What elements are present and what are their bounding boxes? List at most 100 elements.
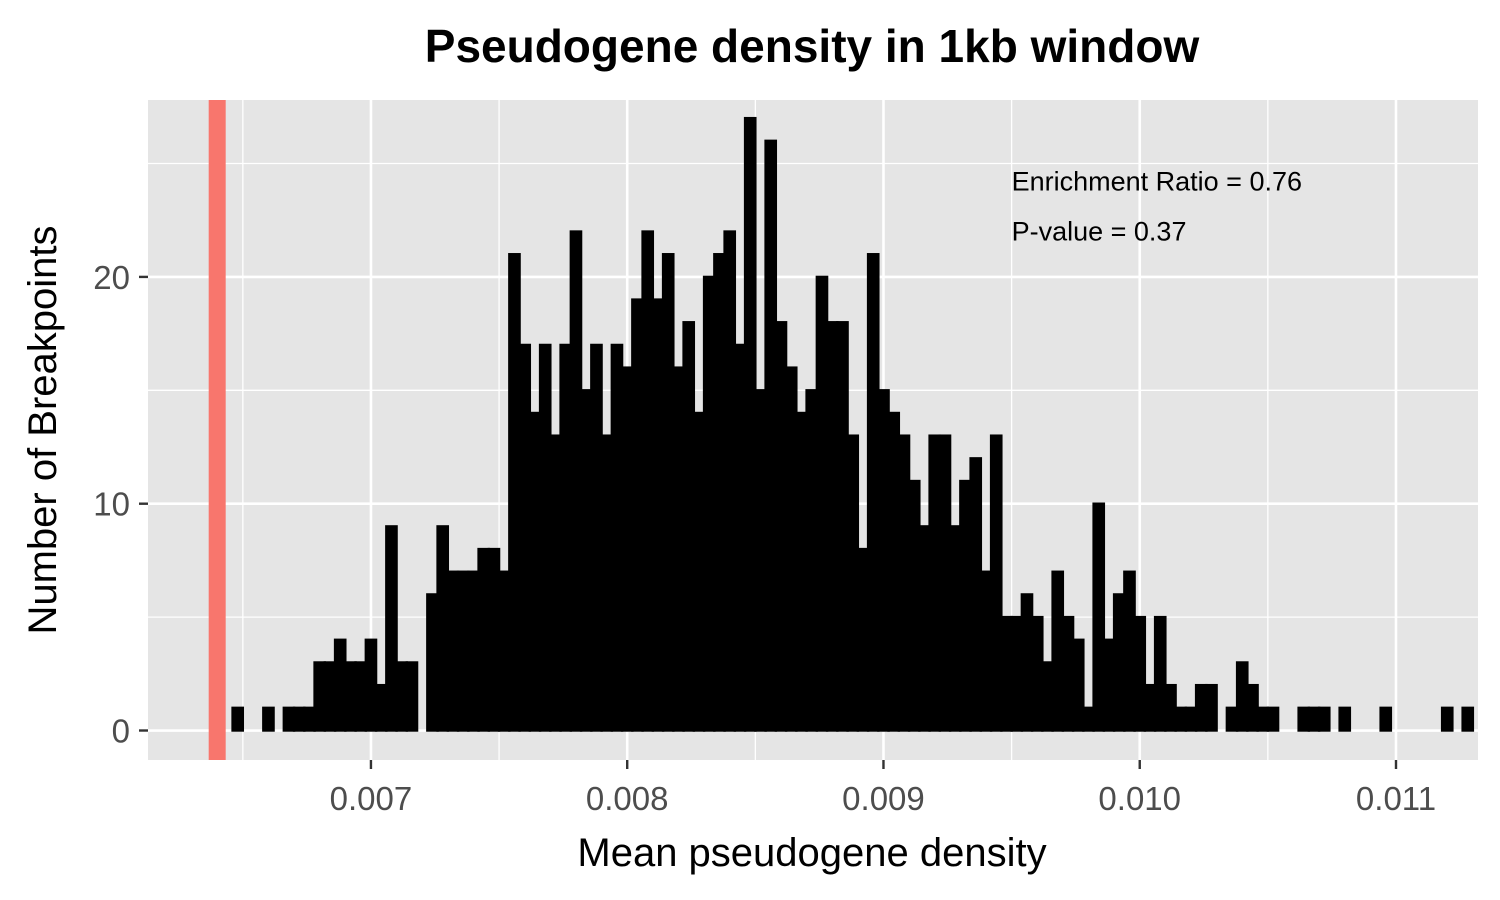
x-tick-label: 0.009 (842, 780, 925, 817)
y-axis-title: Number of Breakpoints (21, 225, 65, 634)
histogram-bar (579, 389, 593, 732)
axis-ticks (139, 275, 1398, 769)
annotation-label: Enrichment Ratio = 0.76 (1012, 167, 1302, 197)
histogram-bar (1000, 615, 1013, 732)
histogram-bar (887, 411, 901, 732)
histogram-bar (754, 389, 767, 732)
histogram-bar (323, 661, 337, 732)
histogram-bar (928, 434, 942, 732)
histogram-bar (1041, 661, 1054, 732)
annotation-label: P-value = 0.37 (1012, 217, 1187, 247)
histogram-bar (1317, 706, 1331, 732)
histogram-bar (631, 298, 644, 732)
histogram-bar (784, 366, 798, 732)
histogram-bar (395, 661, 409, 732)
y-tick-label: 0 (112, 713, 130, 750)
histogram-bar (672, 366, 685, 732)
histogram-bar (959, 479, 972, 732)
histogram-bar (1225, 706, 1239, 732)
histogram-bar (723, 230, 737, 732)
histogram-bar (292, 706, 306, 732)
histogram-bar (354, 661, 368, 732)
histogram-bar (836, 321, 849, 732)
histogram-bar (1112, 593, 1126, 732)
histogram-bar (1164, 683, 1177, 732)
histogram-bar (805, 389, 819, 732)
histogram-bar (477, 547, 491, 732)
histogram-bar (856, 547, 870, 732)
histogram-bar (702, 275, 716, 732)
histogram-bar (661, 253, 675, 732)
histogram-bar (815, 275, 829, 732)
histogram-bar (897, 434, 911, 732)
annotation-text: Enrichment Ratio = 0.76 P-value = 0.37 (1012, 167, 1302, 247)
histogram-bar (1440, 706, 1454, 732)
histogram-bar (303, 706, 316, 732)
histogram-bar (713, 253, 726, 732)
histogram-bar (313, 661, 327, 732)
histogram-bar (559, 343, 573, 732)
histogram-bar (282, 706, 296, 732)
histogram-bar (569, 230, 583, 732)
axis-tick-labels: 0.007 0.008 0.009 0.010 0.011 0 10 20 (93, 259, 1436, 817)
histogram-bar (1194, 683, 1208, 732)
x-tick-label: 0.007 (330, 780, 413, 817)
histogram-bar (610, 343, 624, 732)
histogram-bar (979, 570, 993, 732)
histogram-bar (508, 253, 521, 732)
histogram-bar (1071, 638, 1085, 732)
histogram-bar (1102, 638, 1116, 732)
histogram-bar (692, 411, 706, 732)
histogram-bar (446, 570, 460, 732)
y-tick-label: 20 (93, 259, 130, 296)
histogram-bar (620, 366, 634, 732)
histogram-bar (969, 457, 983, 732)
histogram-bar (590, 343, 603, 732)
histogram-bar (774, 321, 788, 732)
histogram-bar (262, 706, 275, 732)
chart-title: Pseudogene density in 1kb window (425, 20, 1200, 72)
histogram-bar (1020, 593, 1034, 732)
histogram-bar (549, 434, 562, 732)
histogram-bar (364, 638, 378, 732)
histogram-bar (907, 479, 921, 732)
x-tick-label: 0.010 (1098, 780, 1181, 817)
histogram-bar (1246, 683, 1259, 732)
histogram-bar (1461, 706, 1475, 732)
histogram-bar (487, 547, 501, 732)
histogram-bar (1205, 683, 1218, 732)
histogram-bar (1338, 706, 1352, 732)
histogram-bar (866, 253, 880, 732)
y-tick-label: 10 (93, 486, 130, 523)
histogram-bar (385, 525, 398, 732)
histogram-bar (1051, 570, 1065, 732)
histogram-bar (1297, 706, 1311, 732)
histogram-bar (825, 321, 839, 732)
histogram-bars (231, 116, 1475, 732)
histogram-bar (846, 434, 860, 732)
x-tick-label: 0.011 (1356, 780, 1436, 817)
histogram-bar (1082, 706, 1095, 732)
histogram-bar (538, 343, 552, 732)
histogram-bar (436, 525, 450, 732)
histogram-bar (1143, 683, 1157, 732)
histogram-bar (651, 298, 665, 732)
histogram-bar (405, 661, 419, 732)
x-axis-title: Mean pseudogene density (577, 831, 1046, 875)
histogram-bar (1174, 706, 1188, 732)
histogram-bar (877, 389, 890, 732)
histogram-bar (1266, 706, 1280, 732)
histogram-bar (518, 343, 532, 732)
histogram-bar (467, 570, 480, 732)
histogram-bar (1307, 706, 1321, 732)
histogram-bar (682, 321, 696, 732)
histogram-bar (641, 230, 655, 732)
x-tick-label: 0.008 (586, 780, 669, 817)
histogram-bar (456, 570, 470, 732)
histogram-bar (795, 411, 808, 732)
histogram-bar (1379, 706, 1393, 732)
histogram-bar (497, 570, 511, 732)
histogram-bar (528, 411, 542, 732)
histogram-bar (918, 525, 931, 732)
histogram-bar (1184, 706, 1198, 732)
